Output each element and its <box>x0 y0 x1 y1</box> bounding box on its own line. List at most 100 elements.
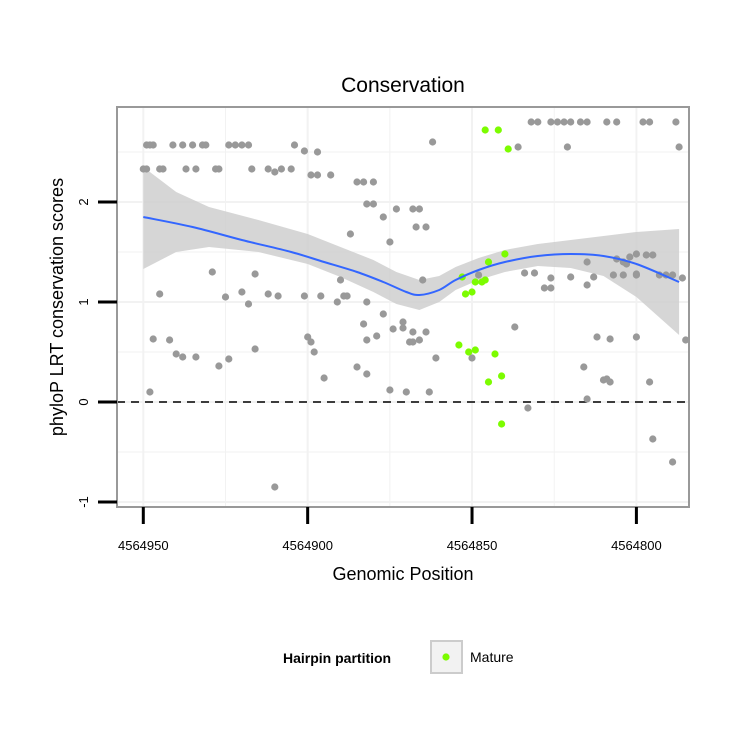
other-point <box>678 274 687 282</box>
other-point <box>225 141 233 149</box>
panel-background <box>117 107 689 507</box>
other-point <box>672 118 680 126</box>
other-point <box>360 320 368 328</box>
other-point <box>244 300 253 308</box>
other-point <box>363 370 371 378</box>
other-point <box>583 281 591 289</box>
other-point <box>274 292 282 300</box>
chart-title: Conservation <box>341 74 465 97</box>
other-point <box>412 223 420 231</box>
other-point <box>669 458 677 466</box>
other-point <box>360 178 368 186</box>
other-point <box>189 141 197 149</box>
other-point <box>166 336 174 344</box>
y-tick-label: 1 <box>76 298 91 305</box>
other-point <box>320 374 328 382</box>
other-point <box>646 118 654 126</box>
y-axis-label: phyloP LRT conservation scores <box>47 178 67 436</box>
other-point <box>606 378 614 386</box>
other-point <box>511 323 519 331</box>
other-point <box>169 141 177 149</box>
other-point <box>399 324 407 332</box>
other-point <box>547 274 555 282</box>
other-point <box>534 118 542 126</box>
y-tick-label: -1 <box>76 496 91 508</box>
mature-point <box>471 278 479 286</box>
mature-point <box>504 145 512 153</box>
mature-point <box>481 276 489 284</box>
other-point <box>379 213 387 221</box>
y-axis: -1 0 1 2 <box>76 198 117 508</box>
other-point <box>369 200 377 208</box>
other-point <box>567 273 575 281</box>
other-point <box>300 292 308 300</box>
other-point <box>553 118 562 126</box>
other-point <box>327 171 335 179</box>
other-point <box>563 143 572 151</box>
other-point <box>540 284 549 292</box>
other-point <box>179 353 187 361</box>
other-point <box>225 355 233 363</box>
other-point <box>353 178 361 186</box>
other-point <box>547 118 555 126</box>
other-point <box>425 388 433 396</box>
other-point <box>386 238 394 246</box>
mature-point <box>481 126 489 134</box>
other-point <box>287 165 295 173</box>
other-point <box>346 230 354 238</box>
other-point <box>182 165 190 173</box>
other-point <box>313 171 322 179</box>
other-point <box>392 205 400 213</box>
other-point <box>576 118 585 126</box>
other-point <box>682 336 690 344</box>
other-point <box>475 271 483 279</box>
other-point <box>514 143 522 151</box>
other-point <box>583 118 591 126</box>
mature-point <box>484 258 493 266</box>
other-point <box>313 148 322 156</box>
mature-point <box>498 420 506 428</box>
other-point <box>271 168 279 176</box>
other-point <box>646 378 654 386</box>
other-point <box>619 271 627 279</box>
mature-point <box>484 378 493 386</box>
other-point <box>409 205 417 213</box>
mature-point <box>491 350 499 358</box>
legend-title: Hairpin partition <box>283 650 391 666</box>
other-point <box>399 318 407 326</box>
other-point <box>307 171 315 179</box>
other-point <box>613 118 621 126</box>
other-point <box>567 118 575 126</box>
other-point <box>419 276 427 284</box>
other-point <box>221 293 230 301</box>
other-point <box>264 165 272 173</box>
other-point <box>422 223 430 231</box>
other-point <box>669 271 677 279</box>
other-point <box>580 363 588 371</box>
other-point <box>215 165 223 173</box>
other-point <box>317 292 325 300</box>
other-point <box>415 336 423 344</box>
y-tick-label: 2 <box>76 198 91 205</box>
legend-mature-swatch <box>442 653 450 661</box>
x-tick-label: 4564950 <box>118 538 169 553</box>
other-point <box>409 338 417 346</box>
other-point <box>429 138 437 146</box>
other-point <box>244 141 253 149</box>
other-point <box>333 298 341 306</box>
x-axis-label: Genomic Position <box>332 564 473 584</box>
other-point <box>632 250 641 258</box>
other-point <box>583 258 591 266</box>
other-point <box>603 118 611 126</box>
other-point <box>146 388 154 396</box>
other-point <box>373 332 381 340</box>
other-point <box>642 251 650 259</box>
other-points <box>139 118 690 491</box>
other-point <box>192 353 200 361</box>
legend: Hairpin partition Mature <box>283 640 514 674</box>
mature-point <box>461 290 470 298</box>
smooth-trend-line <box>143 216 680 297</box>
other-point <box>632 271 641 279</box>
y-tick-label: 0 <box>76 398 91 405</box>
other-point <box>432 354 440 362</box>
